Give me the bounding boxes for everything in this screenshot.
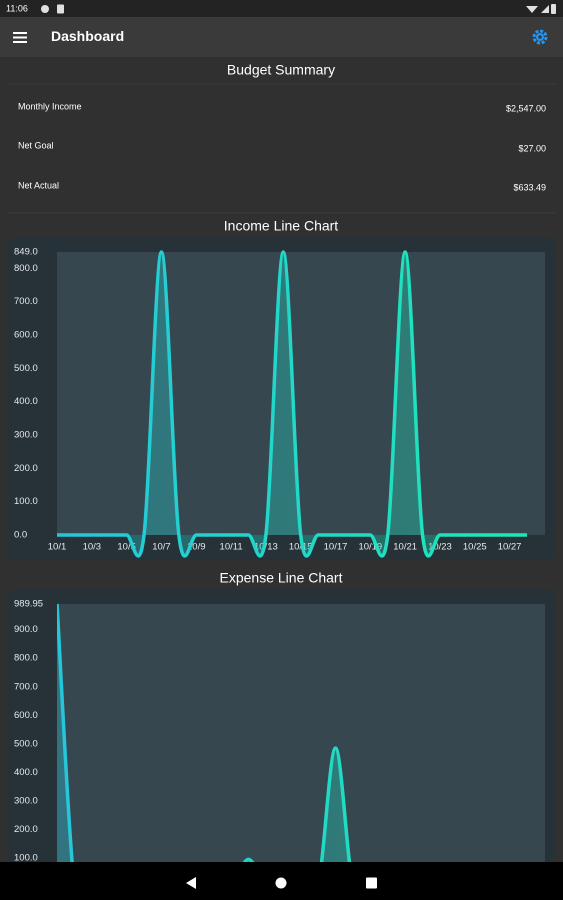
y-tick-label: 200.0 [14,463,38,474]
signal-icon [541,5,549,13]
plot-area [57,604,545,886]
settings-button[interactable] [532,29,548,45]
y-tick-label: 800.0 [14,653,38,664]
chart-title: Expense Line Chart [220,570,343,586]
y-tick-label: 600.0 [14,710,38,721]
plot-area [57,252,545,535]
summary-value: $633.49 [513,182,546,192]
y-tick-label: 800.0 [14,263,38,274]
x-tick-label: 10/3 [83,542,102,553]
x-tick-label: 10/21 [393,542,417,553]
x-tick-label: 10/23 [428,542,452,553]
battery-icon [551,4,556,14]
summary-label: Monthly Income [18,101,82,111]
x-tick-label: 10/9 [187,542,206,553]
charts: 0.0 100.0 200.0 300.0 400.0 500.0 600.0 700.0 80… [14,247,527,863]
y-tick-label: 100.0 [14,852,38,863]
y-tick-label: 700.0 [14,681,38,692]
y-tick-label: 849.0 [14,247,38,258]
x-tick-label: 10/25 [463,542,487,553]
summary-label: Net Actual [18,180,59,190]
y-tick-label: 100.0 [14,496,38,507]
x-tick-label: 10/13 [254,542,278,553]
x-tick-label: 10/11 [220,542,243,553]
app-title: Dashboard [51,28,124,44]
status-icon [57,4,64,14]
line [57,250,527,558]
y-tick-label: 700.0 [14,296,38,307]
app-bar [0,17,563,57]
y-tick-label: 500.0 [14,363,38,374]
status-icon [41,5,49,13]
x-tick-label: 10/27 [498,542,522,553]
recents-button[interactable] [366,877,377,889]
x-tick-label: 10/19 [358,542,382,553]
x-tick-label: 10/1 [48,542,67,553]
menu-button[interactable] [13,32,27,43]
x-tick-label: 10/17 [324,542,348,553]
x-tick-label: 10/15 [289,542,313,553]
wifi-icon [526,6,538,13]
y-tick-label: 989.95 [14,599,43,610]
x-tick-label: 10/5 [117,542,136,553]
summary-label: Net Goal [18,140,54,150]
x-tick-label: 10/7 [152,542,171,553]
y-tick-label: 500.0 [14,738,38,749]
y-tick-label: 600.0 [14,330,38,341]
y-tick-label: 300.0 [14,795,38,806]
status-bar [0,0,563,17]
chart-title: Income Line Chart [224,218,339,234]
y-tick-label: 400.0 [14,767,38,778]
summary-value: $27.00 [518,143,546,153]
y-tick-label: 0.0 [14,530,27,541]
back-button[interactable] [186,877,196,889]
y-tick-label: 400.0 [14,396,38,407]
y-tick-label: 900.0 [14,624,38,635]
summary-value: $2,547.00 [506,103,546,113]
series [57,250,527,558]
section-title: Budget Summary [227,62,335,78]
status-time: 11:06 [6,3,28,13]
y-tick-label: 200.0 [14,824,38,835]
y-tick-label: 300.0 [14,430,38,441]
home-button[interactable] [275,877,287,889]
